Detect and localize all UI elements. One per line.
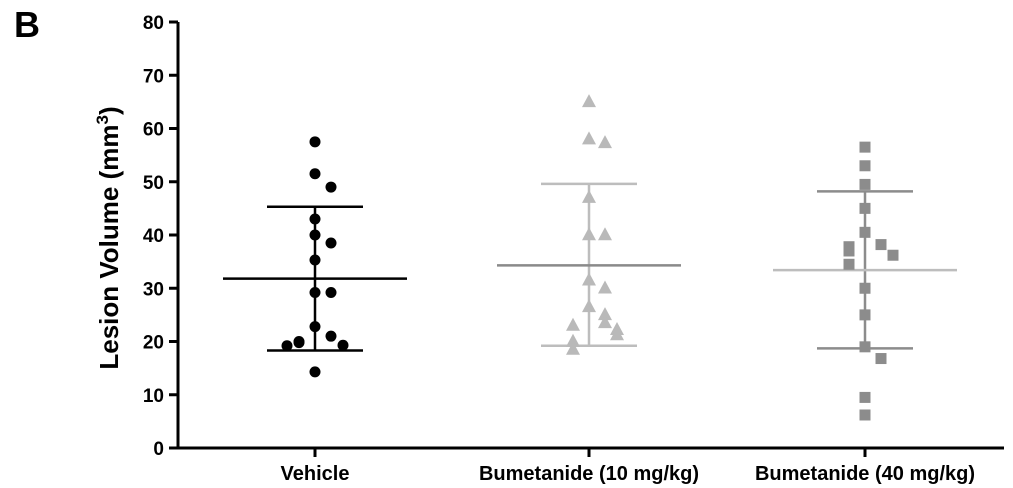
- data-point: [309, 287, 321, 299]
- y-tick-label: 60: [143, 120, 164, 141]
- y-tick-label: 80: [143, 13, 164, 34]
- data-points: [281, 94, 899, 421]
- data-point: [325, 330, 337, 342]
- data-point: [325, 181, 337, 193]
- y-tick-label: 70: [143, 66, 164, 87]
- y-tick-label: 0: [153, 439, 164, 460]
- data-point: [598, 227, 612, 241]
- data-point: [859, 178, 871, 190]
- data-point: [859, 226, 871, 238]
- y-axis-label-main: Lesion Volume (mm: [94, 125, 124, 370]
- data-point: [859, 341, 871, 353]
- y-tick-label: 50: [143, 173, 164, 194]
- error-bars: [223, 182, 957, 352]
- data-point: [859, 202, 871, 214]
- data-point: [582, 299, 596, 313]
- x-category-label: Vehicle: [281, 463, 350, 485]
- data-point: [293, 337, 305, 349]
- y-tick-label: 10: [143, 386, 164, 407]
- data-point: [843, 245, 855, 257]
- data-point: [875, 239, 887, 251]
- data-point: [582, 131, 596, 145]
- data-point: [598, 315, 612, 329]
- data-point: [887, 249, 899, 261]
- data-point: [566, 341, 580, 355]
- data-point: [843, 258, 855, 270]
- y-axis-label-superscript: 3: [93, 115, 112, 124]
- panel-label: B: [14, 4, 40, 45]
- axis-labels: 0 10 20 30 40 50 60 70 80 Vehicle Bumetanide (10 m…: [143, 13, 975, 485]
- chart-axes: [169, 20, 1004, 457]
- data-point: [598, 135, 612, 149]
- data-point: [309, 321, 321, 333]
- y-axis-label-close: ): [94, 106, 124, 115]
- data-point: [309, 213, 321, 225]
- data-point: [309, 366, 321, 378]
- data-point: [582, 94, 596, 108]
- data-point: [582, 227, 596, 241]
- data-point: [875, 353, 887, 365]
- data-point: [309, 254, 321, 266]
- y-tick-label: 40: [143, 226, 164, 247]
- y-tick-label: 30: [143, 279, 164, 300]
- y-tick-label: 20: [143, 333, 164, 354]
- data-point: [566, 333, 580, 347]
- data-point: [309, 229, 321, 241]
- data-point: [859, 282, 871, 294]
- data-point: [582, 272, 596, 286]
- data-point: [859, 409, 871, 421]
- data-point: [337, 339, 349, 351]
- data-point: [582, 189, 596, 203]
- y-axis-label: Lesion Volume (mm3): [93, 106, 124, 369]
- x-category-label: Bumetanide (40 mg/kg): [755, 463, 975, 485]
- data-point: [281, 340, 293, 352]
- data-point: [598, 307, 612, 321]
- data-point: [859, 391, 871, 403]
- data-point: [859, 141, 871, 153]
- data-point: [566, 317, 580, 331]
- x-category-label: Bumetanide (10 mg/kg): [479, 463, 699, 485]
- data-point: [598, 280, 612, 294]
- data-point: [859, 309, 871, 321]
- data-point: [309, 168, 321, 180]
- data-point: [325, 237, 337, 249]
- data-point: [859, 160, 871, 172]
- data-point: [325, 287, 337, 299]
- data-point: [610, 327, 624, 341]
- data-point: [309, 136, 321, 148]
